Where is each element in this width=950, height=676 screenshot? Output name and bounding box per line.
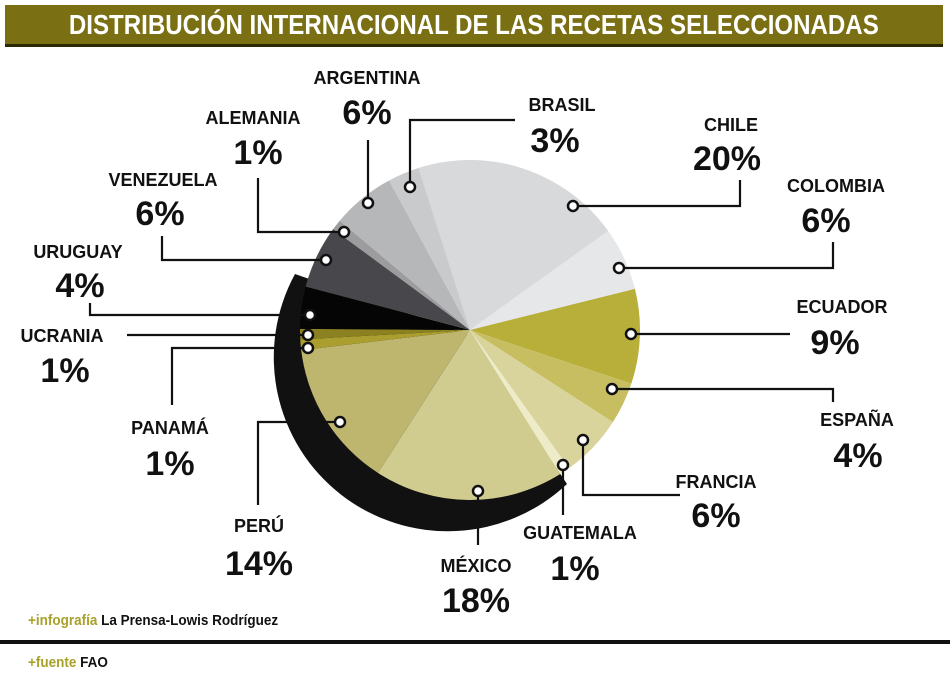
slice-value-brasil: 3% (530, 122, 579, 160)
pie-slice-ecuador (470, 288, 640, 384)
leader-dot-colombia (612, 261, 626, 275)
leader-dot-chile (566, 199, 580, 213)
slice-label-guatemala: GUATEMALA (523, 523, 637, 543)
leader-line-panamá (170, 346, 308, 405)
pie-slice-guatemala (470, 330, 569, 475)
leader-dot-brasil (403, 180, 417, 194)
pie-slice-méxico (377, 330, 561, 501)
credit-key: +infografía (28, 612, 98, 629)
title-bar: DISTRIBUCIÓN INTERNACIONAL DE LAS RECETA… (5, 5, 943, 47)
leader-dot-uruguay (303, 308, 317, 322)
pie-slice-panamá (300, 330, 470, 351)
source-key: +fuente (28, 654, 77, 671)
slice-label-brasil: BRASIL (529, 95, 596, 115)
leader-dot-alemania (337, 225, 351, 239)
slice-value-españa: 4% (833, 437, 882, 475)
leader-dot-ecuador (624, 327, 638, 341)
slice-label-francia: FRANCIA (676, 472, 757, 492)
slice-value-argentina: 6% (342, 94, 391, 132)
leader-dot-francia (576, 433, 590, 447)
leader-dot-guatemala (556, 458, 570, 472)
source-value: FAO (80, 654, 108, 671)
slice-label-ucrania: UCRANIA (21, 326, 104, 346)
slice-value-uruguay: 4% (55, 267, 104, 305)
chart-title: DISTRIBUCIÓN INTERNACIONAL DE LAS RECETA… (69, 8, 879, 40)
slice-label-méxico: MÉXICO (440, 555, 511, 576)
pie-slice-francia (470, 330, 613, 469)
slice-value-perú: 14% (225, 545, 293, 583)
pie-slice-alemania (333, 220, 470, 330)
leader-dot-venezuela (319, 253, 333, 267)
source-line: +fuente FAO (28, 654, 108, 671)
slice-label-chile: CHILE (704, 115, 758, 135)
leader-line-españa (612, 387, 835, 402)
leader-line-uruguay (88, 303, 310, 317)
slice-label-argentina: ARGENTINA (314, 68, 421, 88)
slice-label-perú: PERÚ (234, 515, 284, 536)
slice-label-panamá: PANAMÁ (131, 417, 209, 438)
leader-line-colombia (619, 242, 835, 270)
leader-dot-perú (333, 415, 347, 429)
leader-line-brasil (408, 118, 515, 187)
slice-value-panamá: 1% (145, 445, 194, 483)
slice-value-colombia: 6% (801, 202, 850, 240)
slice-label-colombia: COLOMBIA (787, 176, 885, 196)
divider (0, 640, 950, 644)
pie-slice-chile (418, 159, 609, 330)
pie-slice-españa (470, 330, 632, 423)
leader-line-francia (581, 440, 680, 497)
pie-slice-venezuela (305, 229, 470, 330)
leader-dot-méxico (471, 484, 485, 498)
pie-slice-brasil (389, 167, 470, 330)
pie-slice-perú (301, 330, 470, 473)
leader-dot-panamá (301, 341, 315, 355)
credit-value: La Prensa-Lowis Rodríguez (101, 612, 279, 629)
slice-value-ecuador: 9% (810, 324, 859, 362)
slice-label-ecuador: ECUADOR (796, 297, 887, 317)
slice-value-francia: 6% (691, 497, 740, 535)
pie-slice-argentina (339, 180, 470, 330)
leader-dot-ucrania (301, 328, 315, 342)
slice-label-españa: ESPAÑA (820, 409, 894, 430)
pie-slice-ucrania (300, 328, 470, 340)
slice-value-alemania: 1% (233, 134, 282, 172)
leader-dot-argentina (361, 196, 375, 210)
leader-line-perú (256, 420, 340, 505)
leader-dot-españa (605, 382, 619, 396)
pie-slice-uruguay (300, 286, 470, 330)
leader-line-alemania (256, 178, 344, 234)
slice-label-venezuela: VENEZUELA (108, 170, 217, 190)
pie-slice-colombia (470, 231, 635, 330)
slice-value-guatemala: 1% (550, 550, 599, 588)
slice-value-méxico: 18% (442, 582, 510, 620)
slice-label-uruguay: URUGUAY (33, 242, 122, 262)
slice-value-venezuela: 6% (135, 195, 184, 233)
slice-value-chile: 20% (693, 140, 761, 178)
slice-label-alemania: ALEMANIA (206, 108, 301, 128)
credit-line: +infografía La Prensa-Lowis Rodríguez (28, 612, 278, 629)
leader-line-chile (573, 180, 742, 208)
leader-line-venezuela (160, 236, 326, 262)
slice-value-ucrania: 1% (40, 352, 89, 390)
